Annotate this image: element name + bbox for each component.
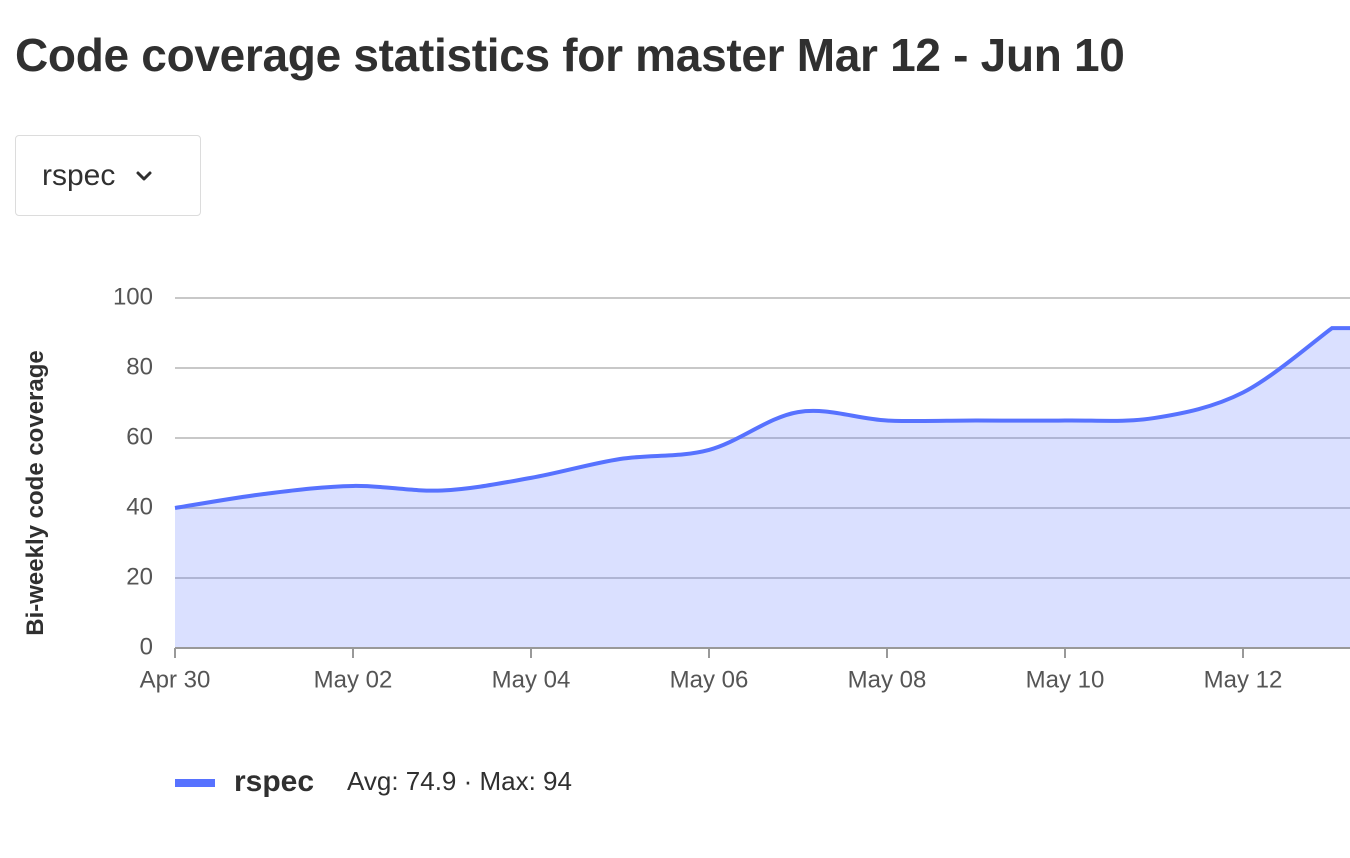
y-tick-label: 20 — [126, 563, 153, 590]
chevron-icon — [136, 171, 152, 180]
x-tick-label: May 10 — [1026, 666, 1105, 693]
y-tick-label: 40 — [126, 493, 153, 520]
y-tick-label: 100 — [113, 283, 153, 310]
x-tick-label: May 06 — [670, 666, 749, 693]
x-tick-label: May 02 — [314, 666, 393, 693]
dropdown-label: rspec — [42, 158, 116, 192]
legend-label: rspec — [234, 765, 314, 798]
y-axis-label: Bi-weekly code coverage — [22, 350, 49, 635]
area-fill — [175, 328, 1350, 648]
test-suite-dropdown[interactable]: rspec — [15, 135, 201, 216]
x-tick-label: May 04 — [492, 666, 571, 693]
legend-stats: Avg: 74.9 · Max: 94 — [347, 766, 572, 796]
x-tick-label: May 12 — [1204, 666, 1283, 693]
legend-swatch — [175, 779, 215, 787]
page-title: Code coverage statistics for master Mar … — [15, 29, 1125, 81]
x-tick-label: Apr 30 — [140, 666, 211, 693]
y-tick-label: 60 — [126, 423, 153, 450]
y-tick-label: 80 — [126, 353, 153, 380]
x-tick-label: May 08 — [848, 666, 927, 693]
line — [174, 326, 1350, 510]
chart: 0 20 40 60 80 100 Bi-weekly code coverage Apr 3… — [22, 283, 1350, 798]
y-tick-label: 0 — [140, 633, 153, 660]
